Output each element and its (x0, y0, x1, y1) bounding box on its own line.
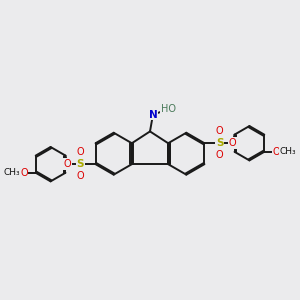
Text: S: S (216, 138, 224, 148)
Text: CH₃: CH₃ (280, 147, 296, 156)
Text: CH₃: CH₃ (4, 168, 20, 177)
Text: O: O (76, 147, 84, 157)
Text: N: N (148, 110, 157, 120)
Text: O: O (216, 126, 224, 136)
Text: O: O (20, 168, 28, 178)
Text: O: O (64, 159, 71, 169)
Text: O: O (216, 150, 224, 160)
Text: O: O (229, 138, 236, 148)
Text: S: S (76, 159, 84, 169)
Text: HO: HO (161, 104, 176, 114)
Text: O: O (272, 147, 280, 157)
Text: O: O (76, 171, 84, 181)
